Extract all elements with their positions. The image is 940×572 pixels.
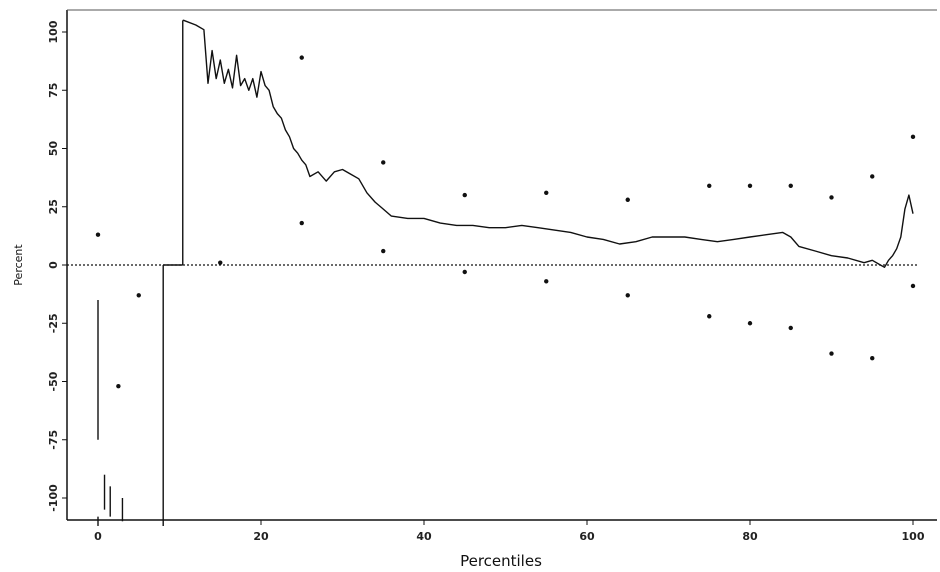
data-point [299, 55, 304, 60]
data-point [747, 183, 753, 188]
data-point [625, 293, 630, 298]
y-axis-ticks: 100 75 50 25 0 -25 -50 -75 -100 [47, 20, 67, 512]
x-tick-label: 0 [94, 530, 102, 543]
data-point [788, 183, 793, 188]
data-point [910, 134, 916, 140]
data-point [870, 356, 875, 361]
y-tick-label: -75 [47, 430, 60, 450]
data-point [136, 293, 141, 298]
x-axis-title: Percentiles [460, 552, 542, 570]
y-tick-label: 50 [47, 141, 60, 157]
y-tick-label: -25 [47, 313, 60, 333]
y-tick-label: 75 [47, 83, 60, 98]
x-tick-label: 20 [253, 530, 269, 543]
data-point [625, 197, 630, 202]
y-axis-title: Percent [12, 244, 25, 286]
data-point [218, 260, 223, 265]
data-point [381, 248, 386, 254]
x-axis-ticks: 0 20 40 60 80 100 [94, 520, 925, 543]
x-tick-label: 60 [579, 530, 595, 543]
y-tick-label: 0 [47, 261, 60, 269]
y-tick-label: 100 [47, 20, 60, 43]
data-point [707, 314, 712, 319]
data-point [870, 174, 875, 179]
data-point [829, 351, 834, 356]
data-point [747, 321, 753, 326]
data-point [116, 383, 121, 389]
data-point [910, 283, 916, 289]
data-point [544, 190, 549, 195]
data-point [462, 192, 467, 198]
data-point [788, 325, 793, 331]
data-point [299, 220, 304, 226]
data-point [707, 183, 712, 188]
y-tick-label: 25 [47, 199, 60, 214]
x-tick-label: 100 [902, 530, 925, 543]
series-line-group [182, 19, 914, 268]
scatter-points [95, 55, 916, 389]
y-tick-label: -50 [47, 371, 60, 391]
data-point [95, 232, 101, 237]
data-point [829, 195, 834, 200]
x-tick-label: 40 [416, 530, 432, 543]
data-point [381, 160, 386, 165]
vertical-segments [97, 20, 184, 526]
x-tick-label: 80 [742, 530, 758, 543]
series-line [182, 19, 914, 268]
y-tick-label: -100 [47, 484, 60, 512]
data-point [544, 279, 549, 284]
plot-frame-group [66, 9, 937, 521]
data-point [462, 269, 467, 275]
